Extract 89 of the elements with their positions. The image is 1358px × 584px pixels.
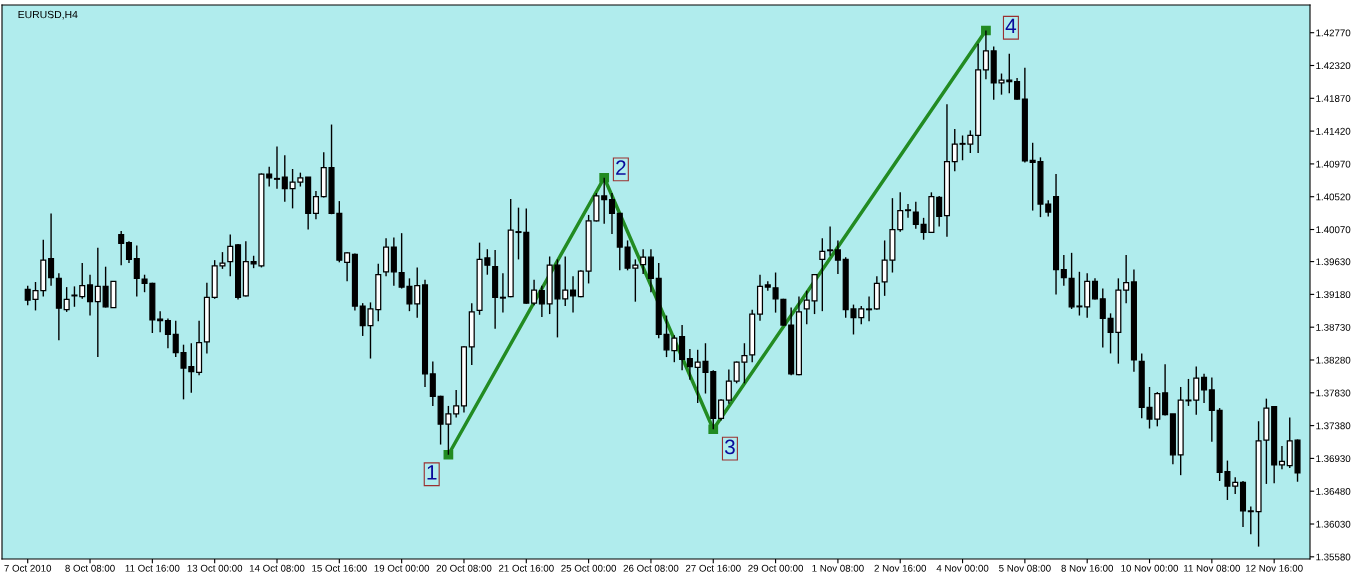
candlestick — [834, 239, 841, 275]
candlestick — [227, 233, 234, 277]
candlestick — [86, 274, 94, 317]
x-tick-label: 8 Nov 16:00 — [1061, 564, 1114, 572]
candlestick — [569, 275, 577, 314]
y-tick-label: 1.39630 — [1316, 258, 1351, 266]
candlestick — [640, 248, 647, 275]
x-tick-label: 26 Oct 08:00 — [623, 564, 679, 572]
y-tick-label: 1.37380 — [1316, 422, 1351, 430]
candlestick — [531, 279, 538, 307]
candlestick — [1208, 376, 1215, 443]
candlestick — [1014, 77, 1021, 101]
y-tick-label: 1.38730 — [1316, 323, 1351, 331]
candlestick — [608, 192, 616, 235]
x-tick-label: 5 Nov 08:00 — [999, 564, 1051, 572]
candlestick — [772, 271, 779, 314]
y-tick-label: 1.41420 — [1316, 127, 1351, 135]
point — [599, 172, 610, 183]
x-tick-label: 4 Nov 00:00 — [936, 564, 989, 572]
y-tick-label: 1.42770 — [1316, 29, 1351, 37]
x-tick-label: 8 Oct 08:00 — [65, 564, 115, 572]
x-tick-label: 29 Oct 00:00 — [748, 564, 804, 572]
x-tick-label: 2 Nov 16:00 — [874, 564, 927, 572]
candlestick — [344, 251, 351, 282]
point — [443, 449, 454, 460]
y-tick-label: 1.37830 — [1316, 389, 1351, 397]
candlestick — [1099, 287, 1106, 349]
candlestick — [686, 348, 693, 381]
candlestick — [273, 145, 281, 190]
candlestick — [429, 360, 436, 407]
candlestick — [679, 324, 686, 371]
candlestick — [164, 317, 171, 350]
point — [708, 424, 719, 435]
chart-title: EURUSD,H4 — [18, 10, 78, 20]
y-tick-label: 1.42320 — [1316, 62, 1351, 70]
annotation: 2 — [616, 160, 626, 175]
x-tick-label: 1 Nov 08:00 — [812, 564, 864, 572]
candlestick — [1162, 363, 1169, 417]
candlestick — [819, 237, 826, 312]
y-tick-label: 1.36930 — [1316, 455, 1351, 463]
y-tick-label: 1.38280 — [1316, 356, 1351, 364]
candlestick — [866, 295, 873, 323]
y-tick-label: 1.40070 — [1316, 226, 1351, 234]
x-tick-label: 25 Oct 00:00 — [561, 564, 617, 572]
candlestick — [1201, 373, 1208, 404]
candlestick — [538, 284, 545, 318]
y-tick-label: 1.36030 — [1316, 520, 1351, 528]
candlestick — [827, 225, 834, 257]
candlestick — [904, 203, 912, 219]
x-tick-label: 13 Oct 00:00 — [187, 564, 243, 572]
x-tick-label: 14 Oct 08:00 — [249, 564, 305, 572]
candlestick — [936, 195, 943, 228]
candlestick — [647, 248, 654, 293]
x-tick-label: 19 Oct 00:00 — [374, 564, 430, 572]
candlestick — [912, 201, 919, 230]
y-tick-label: 1.39180 — [1316, 291, 1351, 299]
candlestick — [281, 154, 288, 203]
x-tick-label: 21 Oct 16:00 — [498, 564, 554, 572]
candlestick — [63, 286, 70, 313]
annotation: 1 — [427, 465, 437, 480]
x-tick-label: 11 Oct 16:00 — [125, 564, 180, 572]
x-tick-label: 12 Nov 16:00 — [1245, 564, 1303, 572]
candlestick — [312, 190, 319, 221]
candlestick — [94, 247, 101, 358]
candlestick — [266, 166, 273, 188]
annotation: 4 — [1005, 18, 1017, 34]
candlestick — [725, 368, 732, 405]
x-tick-label: 11 Nov 08:00 — [1184, 564, 1241, 572]
candlestick — [1278, 445, 1285, 471]
candlestick — [1123, 254, 1130, 304]
candlestick — [499, 272, 506, 314]
candlestick — [48, 212, 55, 287]
candlestick — [118, 230, 125, 266]
annotation: 3 — [724, 439, 735, 455]
x-tick-label: 20 Oct 08:00 — [436, 564, 492, 572]
candlestick — [1060, 254, 1067, 287]
y-tick-label: 1.41870 — [1316, 95, 1351, 102]
y-tick-label: 1.36480 — [1316, 487, 1351, 495]
candlestick — [718, 398, 725, 422]
y-tick-label: 1.40970 — [1316, 160, 1351, 168]
y-tick-label: 1.35580 — [1316, 553, 1351, 561]
x-tick-label: 7 Oct 2010 — [4, 564, 52, 572]
x-tick-label: 15 Oct 16:00 — [312, 564, 367, 572]
y-tick-label: 1.40520 — [1316, 193, 1351, 201]
candlestick — [125, 240, 133, 264]
candlestick — [453, 389, 460, 419]
candlestick — [1247, 505, 1254, 535]
x-tick-label: 10 Nov 00:00 — [1121, 564, 1179, 572]
x-tick-label: 27 Oct 16:00 — [685, 564, 741, 572]
